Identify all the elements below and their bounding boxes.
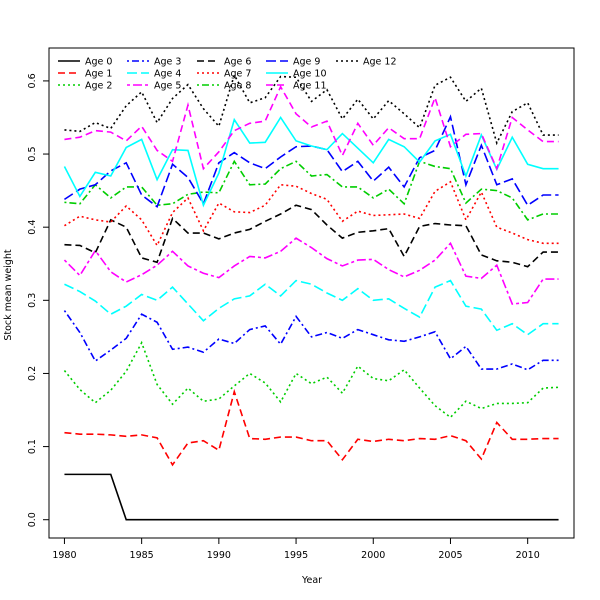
legend-label: Age 4 — [154, 69, 181, 80]
legend-label: Age 0 — [85, 57, 112, 68]
x-tick-label: 1985 — [130, 550, 154, 561]
series-line-age-6 — [64, 204, 559, 268]
legend-label: Age 8 — [224, 81, 251, 92]
series-line-age-11 — [64, 84, 559, 171]
y-tick-label: 0.0 — [27, 512, 38, 527]
series-line-age-8 — [64, 159, 559, 221]
legend-label: Age 12 — [363, 57, 396, 68]
series-line-age-4 — [64, 279, 559, 336]
legend-label: Age 3 — [154, 57, 181, 68]
x-axis-label: Year — [301, 575, 322, 586]
x-tick-label: 1980 — [52, 550, 76, 561]
legend-label: Age 6 — [224, 57, 251, 68]
x-tick-label: 2000 — [361, 550, 385, 561]
x-tick-label: 2010 — [516, 550, 540, 561]
series-line-age-10 — [63, 115, 559, 208]
series-line-age-12 — [64, 73, 559, 146]
y-tick-label: 0.6 — [27, 73, 38, 88]
series-line-age-5 — [63, 237, 559, 305]
x-tick-label: 1995 — [284, 550, 308, 561]
series-layer — [63, 73, 559, 521]
y-axis-label: Stock mean weight — [3, 249, 14, 341]
series-line-age-9 — [63, 114, 559, 208]
legend-label: Age 2 — [85, 81, 112, 92]
legend-label: Age 7 — [224, 69, 251, 80]
legend-label: Age 10 — [293, 69, 326, 80]
series-line-age-2 — [63, 340, 559, 419]
legend-label: Age 9 — [293, 57, 320, 68]
y-tick-label: 0.2 — [27, 366, 38, 381]
series-line-age-3 — [63, 310, 559, 371]
y-tick-label: 0.4 — [27, 220, 38, 235]
series-line-age-7 — [64, 180, 559, 248]
series-line-age-1 — [64, 388, 559, 467]
y-tick-label: 0.3 — [27, 293, 38, 308]
legend-label: Age 11 — [293, 81, 326, 92]
axes-layer: 1980 1985 1990 1995 2000 2005 2010 0.0 0.1 0.2 0.3… — [27, 47, 575, 561]
y-tick-label: 0.1 — [27, 439, 38, 454]
x-tick-label: 1990 — [207, 550, 231, 561]
y-tick-label: 0.5 — [27, 146, 38, 161]
legend-label: Age 5 — [154, 81, 181, 92]
series-line-age-0 — [64, 473, 559, 521]
legend-label: Age 1 — [85, 69, 112, 80]
x-tick-label: 2005 — [438, 550, 462, 561]
